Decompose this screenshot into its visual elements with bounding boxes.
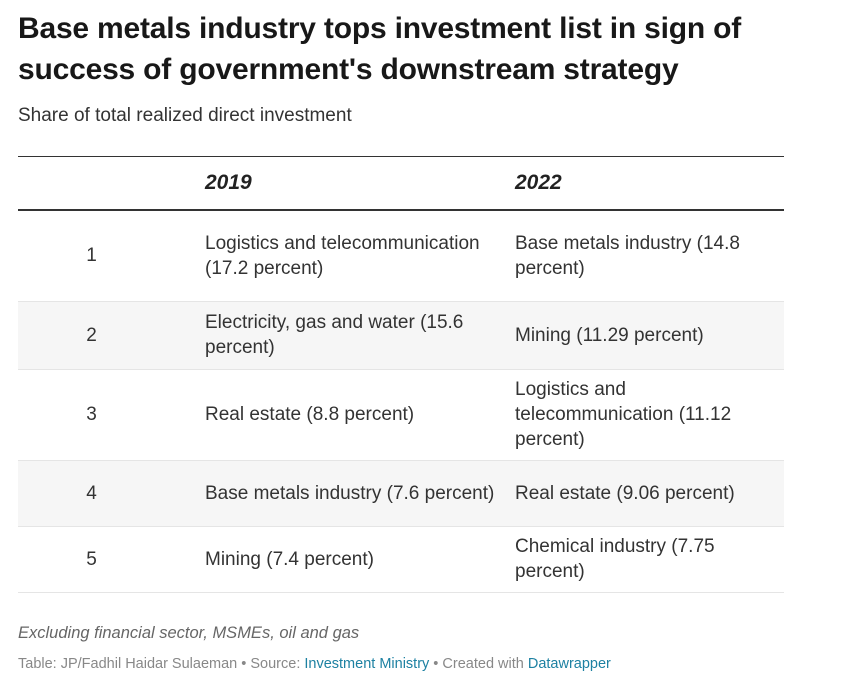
footer-separator-2: •	[429, 656, 443, 672]
cell-2022: Base metals industry (14.8 percent)	[515, 232, 740, 279]
data-table: 2019 2022 1 Logistics and telecommunicati…	[18, 156, 784, 593]
datawrapper-link[interactable]: Datawrapper	[527, 656, 611, 672]
table-row: 2 Electricity, gas and water (15.6 percen…	[18, 301, 784, 369]
rank-value: 4	[86, 482, 97, 504]
column-header-2022[interactable]: 2022	[515, 171, 562, 194]
table-row: 1 Logistics and telecommunication (17.2 p…	[18, 210, 784, 301]
cell-2019: Real estate (8.8 percent)	[205, 404, 415, 425]
rank-value: 3	[86, 404, 97, 425]
rank-value: 5	[86, 548, 97, 570]
table-row: 5 Mining (7.4 percent) Chemical industry (…	[18, 526, 784, 592]
cell-2022: Chemical industry (7.75 percent)	[515, 536, 715, 582]
cell-2022: Logistics and telecommunication (11.12 p…	[515, 379, 732, 450]
table-credit: Table: JP/Fadhil Haidar Sulaeman	[18, 656, 238, 672]
cell-2022: Real estate (9.06 percent)	[515, 482, 735, 504]
table-header-row: 2019 2022	[18, 156, 784, 211]
rank-cell: 4	[18, 460, 205, 526]
cell-2019: Logistics and telecommunication (17.2 pe…	[205, 232, 480, 279]
cell-2019: Base metals industry (7.6 percent)	[205, 482, 495, 504]
rank-cell: 1	[18, 210, 205, 301]
cell-2019: Mining (7.4 percent)	[205, 548, 374, 570]
chart-container: Base metals industry tops investment lis…	[18, 8, 784, 593]
rank-cell: 3	[18, 369, 205, 460]
rank-value: 2	[86, 324, 97, 346]
footer-separator: •	[237, 656, 251, 672]
rank-value: 1	[86, 245, 97, 267]
footer-credits: Table: JP/Fadhil Haidar Sulaeman • Sourc…	[18, 656, 611, 672]
source-prefix: Source:	[250, 656, 305, 672]
cell-2019: Electricity, gas and water (15.6 percent…	[205, 312, 464, 358]
column-header-rank[interactable]	[18, 157, 205, 211]
chart-subtitle: Share of total realized direct investmen…	[18, 105, 352, 126]
table-body: 1 Logistics and telecommunication (17.2 p…	[18, 210, 784, 592]
rank-cell: 5	[18, 526, 205, 592]
chart-title: Base metals industry tops investment lis…	[18, 12, 742, 86]
created-prefix: Created with	[442, 656, 528, 672]
cell-2022: Mining (11.29 percent)	[515, 324, 704, 346]
table-notes: Excluding financial sector, MSMEs, oil a…	[18, 624, 360, 642]
table-row: 4 Base metals industry (7.6 percent) Real …	[18, 460, 784, 526]
rank-cell: 2	[18, 301, 205, 369]
source-link[interactable]: Investment Ministry	[304, 656, 430, 672]
column-header-2019[interactable]: 2019	[205, 171, 252, 194]
table-row: 3 Real estate (8.8 percent) Logistics and …	[18, 369, 784, 460]
